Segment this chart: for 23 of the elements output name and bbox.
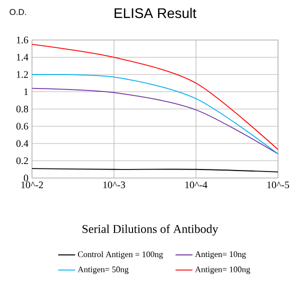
y-tick-label: 0.2 — [16, 157, 28, 164]
legend-label: Control Antigen = 100ng — [78, 251, 163, 259]
line-series — [32, 44, 278, 150]
legend-label: Antigen= 10ng — [195, 251, 246, 259]
y-tick-label: 0.8 — [16, 106, 28, 112]
legend-label: Antigen= 100ng — [195, 266, 250, 274]
y-tick-label: 1.2 — [16, 71, 28, 78]
y-tick-label: 1.4 — [16, 54, 28, 61]
x-axis-title: Serial Dilutions of Antibody — [82, 224, 218, 236]
x-tick-label: 10^-2 — [21, 182, 43, 188]
y-tick-label: 0 — [24, 174, 28, 182]
x-tick-label: 10^-5 — [267, 182, 290, 188]
x-tick-label: 10^-3 — [103, 182, 126, 188]
line-series — [32, 74, 278, 154]
line-series — [32, 88, 278, 154]
y-tick-label: 0.6 — [16, 122, 28, 130]
y-tick-label: 1 — [24, 88, 28, 96]
chart-title: ELISA Result — [114, 8, 196, 18]
y-axis-title: O.D. — [10, 9, 26, 15]
x-tick-label: 10^-4 — [185, 182, 208, 188]
y-tick-label: 0.4 — [16, 140, 28, 147]
y-tick-label: 1.6 — [16, 36, 28, 44]
legend-label: Antigen= 50ng — [78, 266, 129, 274]
